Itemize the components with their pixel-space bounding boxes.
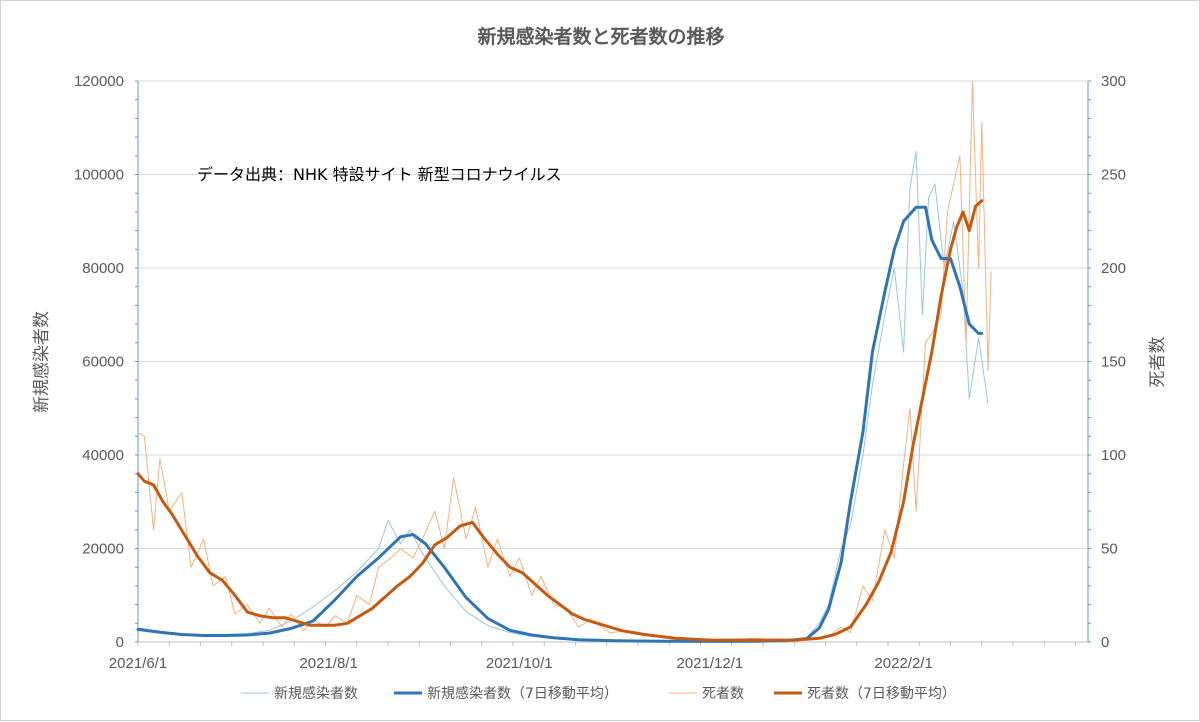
series-line-4	[136, 199, 984, 642]
axes: 0 20000 40000 60000 80000 100000 120000 0 50 100 1…	[74, 73, 1126, 672]
y-right-tick-label: 250	[1101, 167, 1126, 184]
y-left-tick-label: 40000	[82, 447, 124, 464]
y-left-tick-label: 120000	[74, 73, 124, 90]
series-line-1	[137, 150, 989, 642]
data-source-annotation: データ出典：NHK 特設サイト 新型コロナウイルス	[197, 165, 562, 184]
series-line-3	[137, 80, 992, 641]
y-left-tick-label: 0	[116, 634, 124, 651]
left-axis-title: 新規感染者数	[32, 311, 52, 413]
series-line-2	[136, 205, 984, 643]
x-tick-label: 2022/2/1	[874, 655, 932, 672]
legend-label-2: 新規感染者数（7日移動平均）	[427, 685, 618, 702]
x-tick-label: 2021/6/1	[109, 655, 167, 672]
legend-label-1: 新規感染者数	[274, 685, 358, 702]
legend: 新規感染者数 新規感染者数（7日移動平均） 死者数 死者数（7日移動平均）	[241, 685, 956, 702]
y-right-tick-label: 150	[1101, 354, 1126, 371]
x-tick-label: 2021/10/1	[486, 655, 553, 672]
right-axis-title: 死者数	[1148, 337, 1168, 388]
y-right-tick-label: 200	[1101, 260, 1126, 277]
series-layer	[136, 80, 992, 643]
y-left-tick-label: 20000	[82, 541, 124, 558]
y-right-tick-label: 0	[1101, 634, 1109, 651]
y-left-tick-label: 80000	[82, 260, 124, 277]
x-tick-label: 2021/12/1	[677, 655, 744, 672]
y-right-tick-label: 300	[1101, 73, 1126, 90]
y-left-tick-label: 60000	[82, 354, 124, 371]
y-left-tick-label: 100000	[74, 167, 124, 184]
chart-title: 新規感染者数と死者数の推移	[477, 25, 724, 48]
x-tick-label: 2021/8/1	[299, 655, 357, 672]
legend-label-4: 死者数（7日移動平均）	[807, 686, 956, 702]
gridlines	[138, 80, 1088, 549]
y-right-tick-label: 100	[1101, 447, 1126, 464]
legend-label-3: 死者数	[702, 686, 744, 702]
y-right-tick-label: 50	[1101, 541, 1118, 558]
